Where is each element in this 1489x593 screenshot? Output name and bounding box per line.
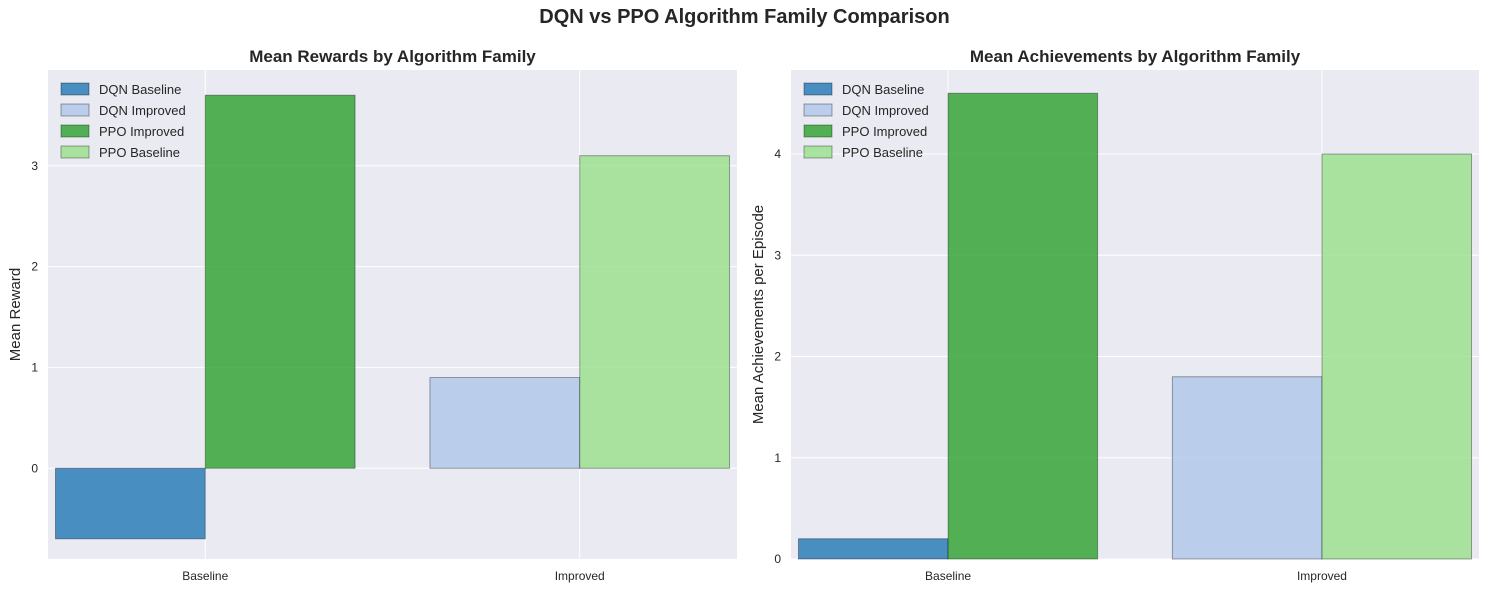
bar-dqn-improved xyxy=(429,377,581,469)
legend-label: DQN Baseline xyxy=(842,82,924,97)
x-tick-label: Improved xyxy=(555,569,605,583)
y-axis-label: Mean Reward xyxy=(7,268,24,361)
legend-label: PPO Baseline xyxy=(842,145,923,160)
bar-ppo-improved xyxy=(947,92,1099,560)
legend-label: PPO Baseline xyxy=(99,145,180,160)
panel-title: Mean Achievements by Algorithm Family xyxy=(970,47,1301,66)
y-tick-label: 3 xyxy=(31,159,38,173)
bar-ppo-baseline xyxy=(1321,153,1473,560)
chart-panel-1: 0 1 2 3 Baseline Improved Mean Rewards by Algo… xyxy=(7,47,737,583)
y-tick-label: 2 xyxy=(774,350,781,364)
legend: DQN Baseline DQN Improved PPO Improved PPO … xyxy=(803,82,929,160)
legend-swatch xyxy=(803,145,833,159)
legend-label: DQN Improved xyxy=(842,103,929,118)
bar-dqn-baseline xyxy=(54,467,206,540)
y-tick-label: 0 xyxy=(31,461,38,475)
legend: DQN Baseline DQN Improved PPO Improved PPO … xyxy=(60,82,186,160)
bar-dqn-improved xyxy=(1171,376,1323,560)
y-tick-label: 4 xyxy=(774,147,781,161)
panel-title: Mean Rewards by Algorithm Family xyxy=(249,47,536,66)
legend-swatch xyxy=(803,82,833,96)
legend-swatch xyxy=(60,145,90,159)
y-tick-label: 1 xyxy=(774,451,781,465)
y-tick-label: 2 xyxy=(31,260,38,274)
bar-ppo-improved xyxy=(204,94,356,469)
bar-ppo-baseline xyxy=(579,155,731,469)
legend-swatch xyxy=(60,103,90,117)
legend-swatch xyxy=(803,103,833,117)
legend-label: DQN Improved xyxy=(99,103,186,118)
y-tick-label: 0 xyxy=(774,552,781,566)
bar-dqn-baseline xyxy=(797,538,949,560)
legend-swatch xyxy=(60,124,90,138)
y-tick-label: 1 xyxy=(31,360,38,374)
y-axis-label: Mean Achievements per Episode xyxy=(750,205,767,424)
legend-swatch xyxy=(803,124,833,138)
y-tick-label: 3 xyxy=(774,248,781,262)
legend-label: PPO Improved xyxy=(99,124,184,139)
legend-label: DQN Baseline xyxy=(99,82,181,97)
legend-label: PPO Improved xyxy=(842,124,927,139)
figure-title: DQN vs PPO Algorithm Family Comparison xyxy=(539,6,950,28)
x-tick-label: Baseline xyxy=(925,569,971,583)
chart-panel-2: 0 1 2 3 4 Baseline Improved Mean Achievements b… xyxy=(750,47,1479,583)
x-tick-label: Improved xyxy=(1297,569,1347,583)
legend-swatch xyxy=(60,82,90,96)
x-tick-label: Baseline xyxy=(182,569,228,583)
